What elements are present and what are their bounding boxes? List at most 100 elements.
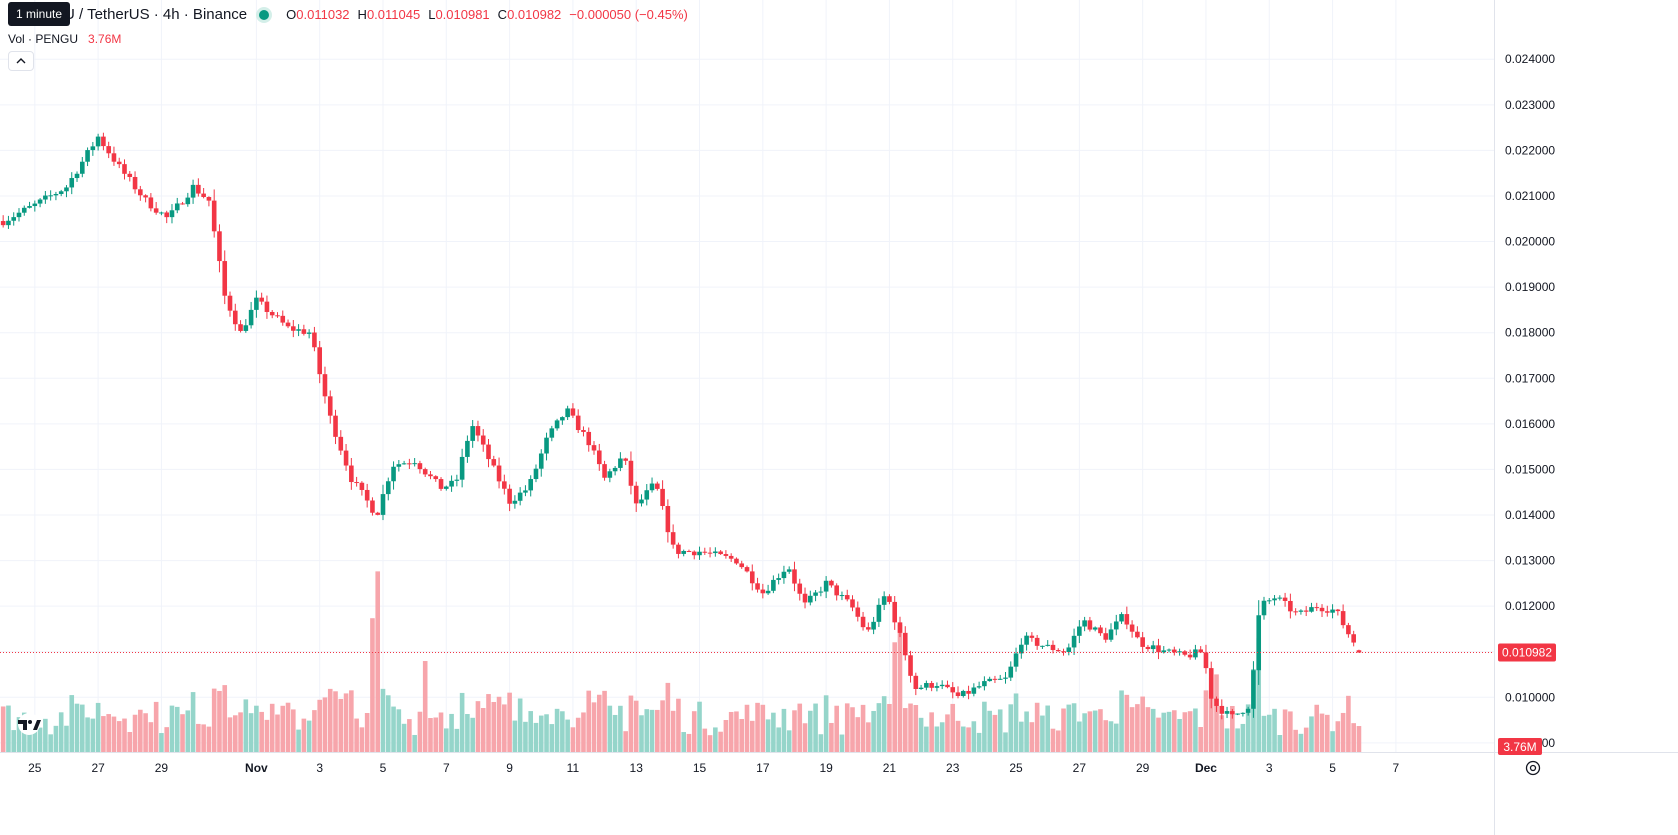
candle-body[interactable] [607, 471, 613, 478]
candle-body[interactable] [924, 683, 929, 688]
candle-body[interactable] [1198, 649, 1203, 653]
candle-body[interactable] [407, 463, 412, 465]
candle-body[interactable] [1135, 631, 1140, 638]
candle-body[interactable] [913, 675, 919, 689]
candle-body[interactable] [665, 506, 671, 533]
candle-body[interactable] [375, 512, 381, 515]
candle-body[interactable] [781, 571, 787, 579]
candle-body[interactable] [976, 686, 982, 688]
candle-body[interactable] [644, 490, 650, 500]
candle-body[interactable] [544, 437, 549, 454]
candle-body[interactable] [517, 492, 523, 501]
candle-body[interactable] [138, 189, 143, 196]
candle-body[interactable] [1251, 670, 1256, 709]
candle-body[interactable] [997, 678, 1003, 680]
candle-body[interactable] [1156, 645, 1161, 653]
candle-body[interactable] [343, 450, 349, 466]
candle-body[interactable] [786, 569, 792, 572]
candle-body[interactable] [1203, 652, 1209, 669]
candle-body[interactable] [633, 485, 639, 504]
candle-body[interactable] [1029, 635, 1035, 638]
candle-body[interactable] [296, 329, 301, 331]
candle-body[interactable] [465, 440, 470, 457]
candle-body[interactable] [85, 150, 90, 162]
candle-body[interactable] [1113, 621, 1119, 630]
candle-body[interactable] [454, 479, 460, 481]
candle-body[interactable] [201, 193, 206, 198]
candle-body[interactable] [111, 153, 117, 162]
candle-body[interactable] [670, 532, 676, 545]
candle-body[interactable] [1240, 712, 1246, 714]
candle-body[interactable] [565, 408, 570, 418]
candle-body[interactable] [823, 580, 829, 592]
candle-body[interactable] [1040, 645, 1045, 647]
candle-body[interactable] [1008, 666, 1014, 678]
tradingview-logo-icon[interactable] [14, 713, 44, 740]
candle-body[interactable] [934, 686, 940, 688]
candle-body[interactable] [945, 684, 950, 688]
candle-body[interactable] [982, 681, 987, 687]
candle-body[interactable] [866, 627, 871, 630]
candle-body[interactable] [639, 499, 644, 504]
candle-body[interactable] [908, 655, 913, 676]
candle-body[interactable] [1013, 653, 1019, 667]
candle-body[interactable] [966, 690, 971, 694]
candle-body[interactable] [106, 146, 111, 154]
candle-body[interactable] [876, 604, 882, 622]
candle-body[interactable] [417, 463, 423, 470]
candle-body[interactable] [370, 500, 375, 513]
candle-body[interactable] [1309, 607, 1314, 612]
candle-body[interactable] [422, 469, 428, 475]
candle-body[interactable] [1208, 668, 1214, 699]
volume-title[interactable]: Vol · PENGU [8, 32, 79, 46]
candle-body[interactable] [269, 311, 275, 316]
candle-body[interactable] [64, 187, 69, 192]
candle-body[interactable] [90, 146, 96, 151]
candle-body[interactable] [264, 301, 270, 312]
candle-body[interactable] [1330, 609, 1335, 613]
candle-body[interactable] [438, 479, 444, 489]
candle-body[interactable] [1351, 634, 1356, 643]
candle-body[interactable] [844, 595, 850, 600]
candle-body[interactable] [739, 563, 745, 568]
candle-body[interactable] [1282, 597, 1288, 601]
candle-body[interactable] [1003, 677, 1008, 679]
candle-body[interactable] [560, 417, 565, 421]
candle-body[interactable] [349, 465, 354, 483]
candle-body[interactable] [507, 488, 512, 504]
candle-body[interactable] [412, 463, 417, 465]
symbol-title[interactable]: U / TetherUS · 4h · Binance [64, 6, 248, 23]
candle-body[interactable] [0, 221, 6, 226]
candle-body[interactable] [338, 436, 344, 451]
candle-body[interactable] [681, 550, 686, 554]
candle-body[interactable] [491, 459, 497, 466]
candle-body[interactable] [1108, 629, 1114, 640]
candle-body[interactable] [902, 632, 908, 656]
candle-body[interactable] [11, 217, 17, 221]
candle-body[interactable] [185, 197, 191, 205]
candle-body[interactable] [955, 692, 961, 697]
candle-body[interactable] [1119, 614, 1124, 622]
candle-body[interactable] [1335, 609, 1341, 612]
candle-body[interactable] [834, 585, 839, 596]
candle-body[interactable] [1055, 650, 1061, 652]
candle-body[interactable] [1124, 614, 1130, 625]
market-status-icon[interactable] [259, 9, 270, 20]
candle-body[interactable] [686, 550, 692, 552]
candle-body[interactable] [232, 310, 238, 325]
candle-body[interactable] [702, 551, 708, 553]
candle-body[interactable] [496, 465, 502, 482]
candle-body[interactable] [359, 482, 365, 490]
candle-body[interactable] [333, 415, 338, 437]
candle-body[interactable] [1071, 635, 1077, 648]
candle-body[interactable] [855, 607, 861, 617]
candle-body[interactable] [58, 191, 64, 194]
candle-body[interactable] [765, 590, 771, 594]
candle-body[interactable] [1161, 650, 1167, 653]
candle-body[interactable] [101, 136, 106, 147]
candle-body[interactable] [1066, 647, 1072, 653]
candle-body[interactable] [206, 197, 212, 201]
candle-body[interactable] [79, 161, 85, 174]
gear-icon[interactable] [1524, 759, 1542, 782]
candle-body[interactable] [317, 347, 322, 375]
